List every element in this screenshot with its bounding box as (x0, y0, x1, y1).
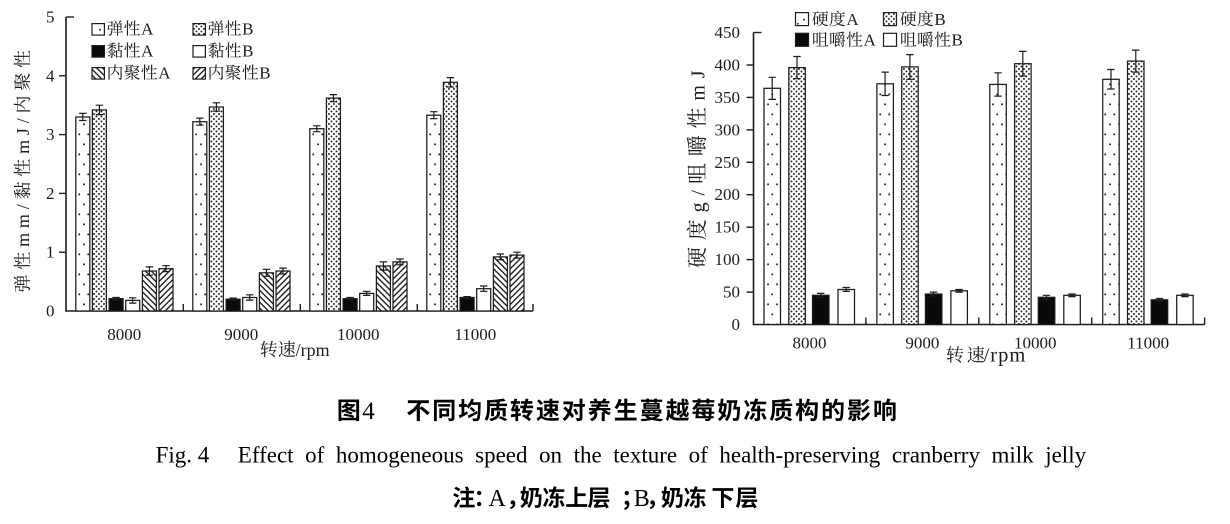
svg-text:B: B (259, 64, 270, 83)
svg-text:mJ: mJ (688, 64, 710, 101)
svg-text:B: B (952, 31, 963, 50)
svg-text:5: 5 (46, 8, 55, 27)
svg-text:200: 200 (715, 185, 741, 204)
svg-text:A: A (864, 31, 877, 50)
svg-text:50: 50 (723, 283, 740, 302)
svg-text:4: 4 (46, 66, 55, 85)
svg-text:450: 450 (715, 23, 741, 42)
svg-text:150: 150 (715, 218, 741, 237)
svg-text:Fig. 4: Fig. 4 (156, 443, 210, 468)
svg-text:B: B (242, 20, 253, 39)
svg-text:B: B (934, 10, 945, 29)
svg-text:9000: 9000 (224, 325, 258, 344)
svg-text:Effect of homogeneous speed on: Effect of homogeneous speed on the textu… (238, 443, 1087, 468)
svg-text:/rpm: /rpm (296, 340, 330, 360)
svg-text:mm/: mm/ (13, 199, 33, 246)
svg-text:9000: 9000 (905, 334, 939, 353)
svg-text:1: 1 (46, 243, 55, 262)
svg-text:100: 100 (715, 250, 741, 269)
svg-text:A: A (846, 10, 859, 29)
svg-text:A: A (158, 64, 171, 83)
svg-text:350: 350 (715, 88, 741, 107)
svg-text:300: 300 (715, 120, 741, 139)
svg-text:2: 2 (46, 184, 55, 203)
svg-text:400: 400 (715, 56, 741, 75)
svg-text:11000: 11000 (454, 325, 496, 344)
svg-text:0: 0 (732, 315, 741, 334)
svg-text:B: B (634, 486, 650, 512)
svg-text:A: A (489, 486, 507, 512)
svg-text:/rpm: /rpm (984, 344, 1027, 366)
svg-text:11000: 11000 (1127, 334, 1169, 353)
svg-text:10000: 10000 (1014, 334, 1057, 353)
svg-text:10000: 10000 (337, 325, 380, 344)
svg-text:4: 4 (362, 398, 375, 425)
svg-text:B: B (242, 42, 253, 61)
svg-text:mJ/: mJ/ (13, 113, 33, 153)
svg-text:g/: g/ (688, 183, 710, 212)
svg-text:8000: 8000 (793, 334, 827, 353)
svg-text:250: 250 (715, 153, 741, 172)
svg-text:A: A (141, 42, 154, 61)
svg-text:8000: 8000 (107, 325, 141, 344)
svg-text:3: 3 (46, 125, 55, 144)
svg-text:A: A (141, 20, 154, 39)
svg-text:0: 0 (46, 302, 55, 321)
